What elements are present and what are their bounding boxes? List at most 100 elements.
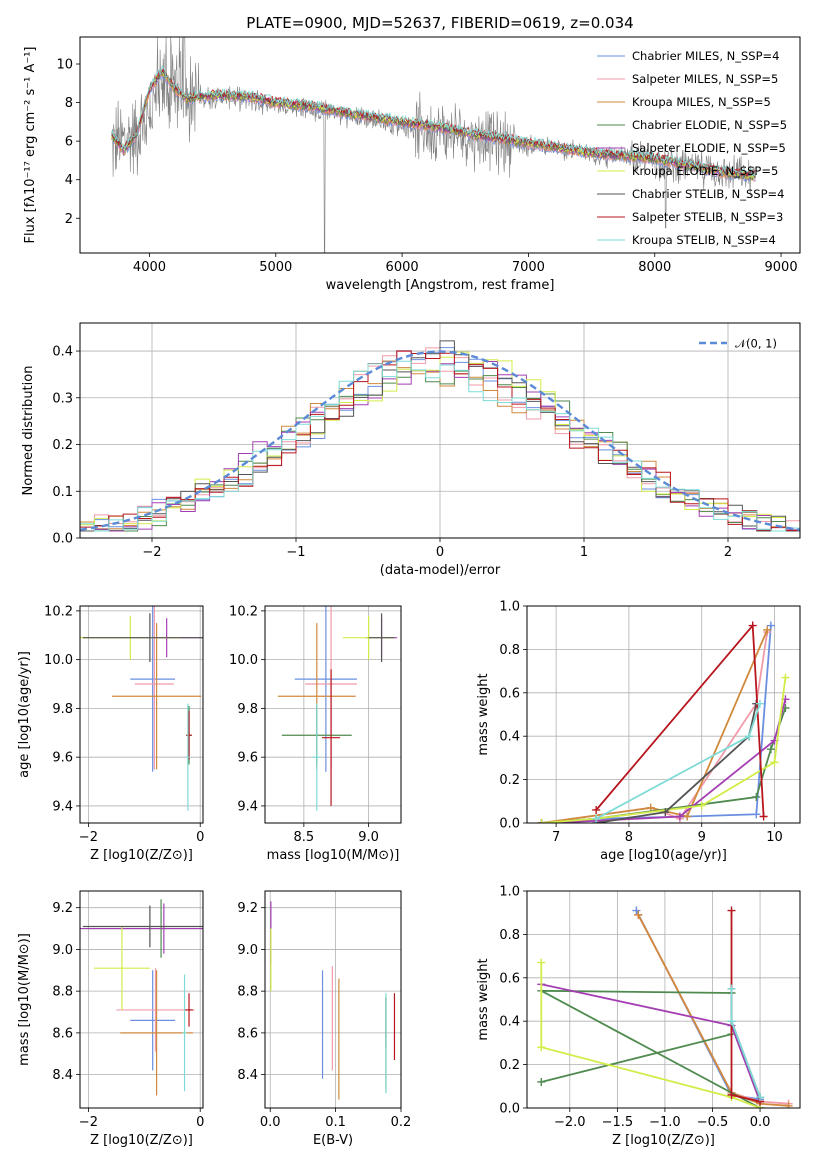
y-tick-label: 10.2 xyxy=(44,604,73,619)
x-axis-label: Z [log10(Z/Z⊙)] xyxy=(612,1133,715,1148)
mass-weight-marker xyxy=(592,805,601,814)
x-axis-label: wavelength [Angstrom, rest frame] xyxy=(326,278,555,293)
x-tick-label: −2.0 xyxy=(554,1115,586,1130)
x-tick-label: 2 xyxy=(724,545,732,560)
plot-area xyxy=(537,906,793,1108)
y-tick-label: 0.2 xyxy=(499,773,520,788)
histogram-step xyxy=(80,350,800,531)
plot-area xyxy=(277,606,398,811)
x-tick-label: 0.0 xyxy=(750,1115,771,1130)
y-axis-label: mass weight xyxy=(476,958,491,1040)
mass-weight-marker xyxy=(727,1017,736,1026)
legend-label: Chabrier ELODIE, N_SSP=5 xyxy=(632,118,787,132)
x-axis-label: (data-model)/error xyxy=(380,563,501,578)
y-tick-label: 1.0 xyxy=(499,600,520,615)
mass-weight-marker xyxy=(634,910,643,919)
mass-weight-marker xyxy=(763,625,772,634)
mass-weight-marker xyxy=(752,792,761,801)
mass-weight-marker xyxy=(766,621,775,630)
x-tick-label: 5000 xyxy=(259,260,292,275)
mass-weight-marker xyxy=(537,958,546,967)
axes-frame xyxy=(79,605,204,824)
x-tick-label: 0.2 xyxy=(391,1115,412,1130)
x-tick-label: 9000 xyxy=(765,260,798,275)
y-tick-label: 8.6 xyxy=(237,1026,258,1041)
panel-mass-vs-ebv: 0.0 0.1 0.2 8.4 8.6 8.8 9.0 9.2 E(B-V) xyxy=(237,890,412,1148)
y-tick-label: 8.4 xyxy=(237,1068,258,1083)
mass-weight-marker xyxy=(537,1077,546,1086)
y-tick-label: 9.8 xyxy=(237,702,258,717)
panel-age-vs-mass: 8.5 9.0 9.4 9.6 9.8 10.0 10.2 mass [log10(M/M⊙)… xyxy=(229,604,402,863)
x-tick-label: 0 xyxy=(196,830,204,845)
y-tick-label: 0.4 xyxy=(499,730,520,745)
x-tick-label: −2 xyxy=(79,1115,98,1130)
mass-weight-marker xyxy=(745,732,754,741)
x-tick-label: 8.5 xyxy=(294,830,315,845)
axes-frame xyxy=(526,605,801,824)
y-tick-label: 1.0 xyxy=(499,885,520,900)
mass-weight-marker xyxy=(537,819,546,823)
y-tick-label: 8.4 xyxy=(52,1068,73,1083)
legend-label: Chabrier STELIB, N_SSP=4 xyxy=(632,187,784,201)
x-tick-label: 4000 xyxy=(133,260,166,275)
mass-weight-marker xyxy=(759,812,768,821)
x-axis-label: Z [log10(Z/Z⊙)] xyxy=(90,1133,193,1148)
x-tick-label: −2 xyxy=(142,545,161,560)
normal-reference-curve xyxy=(80,350,800,531)
mass-weight-line xyxy=(730,910,761,1103)
legend-label: Kroupa STELIB, N_SSP=4 xyxy=(632,233,776,247)
y-tick-label: 9.6 xyxy=(237,751,258,766)
y-tick-label: 0.4 xyxy=(52,345,73,360)
legend-label: Salpeter ELODIE, N_SSP=5 xyxy=(632,141,786,155)
mass-weight-marker xyxy=(766,745,775,754)
axes-frame xyxy=(526,890,801,1109)
y-tick-label: 0.2 xyxy=(52,438,73,453)
panel-age-vs-Z: −2 0 9.4 9.6 9.8 10.0 10.2 Z [log10(Z/Z⊙)] age [… xyxy=(17,604,204,863)
y-tick-label: 9.4 xyxy=(52,799,73,814)
mass-weight-marker xyxy=(727,906,736,915)
legend-label: Kroupa ELODIE, N_SSP=5 xyxy=(632,164,778,178)
legend-label: Kroupa MILES, N_SSP=5 xyxy=(632,95,771,109)
x-tick-label: 9 xyxy=(698,830,706,845)
y-tick-label: 0.8 xyxy=(499,643,520,658)
y-tick-label: 0.0 xyxy=(499,1102,520,1117)
x-axis-label: E(B-V) xyxy=(313,1133,353,1148)
plot-area xyxy=(80,899,203,1096)
model-spectrum-line xyxy=(111,69,756,178)
mass-weight-marker xyxy=(683,812,692,821)
y-tick-label: 0.1 xyxy=(52,485,73,500)
x-tick-label: 6000 xyxy=(386,260,419,275)
panel-spectrum: 4000 5000 6000 7000 8000 9000 2 4 6 8 10 wavelength… xyxy=(23,36,801,293)
panel-residual-distribution: −2 −1 0 1 2 0.0 0.1 0.2 0.3 0.4 (data-model)/error… xyxy=(21,322,801,578)
x-tick-label: 8 xyxy=(625,830,633,845)
mass-weight-marker xyxy=(752,810,761,819)
x-tick-label: 0.0 xyxy=(260,1115,281,1130)
axes-frame xyxy=(264,605,402,824)
x-tick-label: 9.0 xyxy=(358,830,379,845)
y-tick-label: 10.0 xyxy=(229,653,258,668)
x-tick-label: −0.5 xyxy=(697,1115,729,1130)
y-tick-label: 0.0 xyxy=(52,532,73,547)
mass-weight-line xyxy=(541,631,769,823)
axes-layer: 4000 5000 6000 7000 8000 9000246810wavelength… xyxy=(17,36,801,1148)
panel-mass-vs-Z: −2 0 8.4 8.6 8.8 9.0 9.2 Z [log10(Z/Z⊙)] mass [l… xyxy=(17,890,204,1148)
y-tick-label: 0.3 xyxy=(52,391,73,406)
mass-weight-marker xyxy=(727,1090,736,1099)
y-tick-label: 8 xyxy=(65,96,73,111)
y-tick-label: 0.8 xyxy=(499,928,520,943)
x-tick-label: 0.1 xyxy=(325,1115,346,1130)
y-tick-label: 8.6 xyxy=(52,1026,73,1041)
y-tick-label: 9.2 xyxy=(237,901,258,916)
plot-area xyxy=(270,901,396,1100)
plot-area xyxy=(537,621,790,823)
panel-weight-vs-Z: −2.0 −1.5 −1.0 −0.5 0.0 0.0 0.2 0.4 0.6 0.8 1.0 Z [… xyxy=(476,885,801,1148)
y-tick-label: 9.2 xyxy=(52,901,73,916)
x-tick-label: −1.5 xyxy=(602,1115,634,1130)
x-tick-label: 7000 xyxy=(512,260,545,275)
y-tick-label: 0.0 xyxy=(499,817,520,832)
y-tick-label: 2 xyxy=(65,212,73,227)
mass-weight-line xyxy=(541,699,787,823)
figure-title: PLATE=0900, MJD=52637, FIBERID=0619, z=0… xyxy=(246,14,633,32)
y-tick-label: 9.4 xyxy=(237,799,258,814)
y-tick-label: 8.8 xyxy=(237,985,258,1000)
